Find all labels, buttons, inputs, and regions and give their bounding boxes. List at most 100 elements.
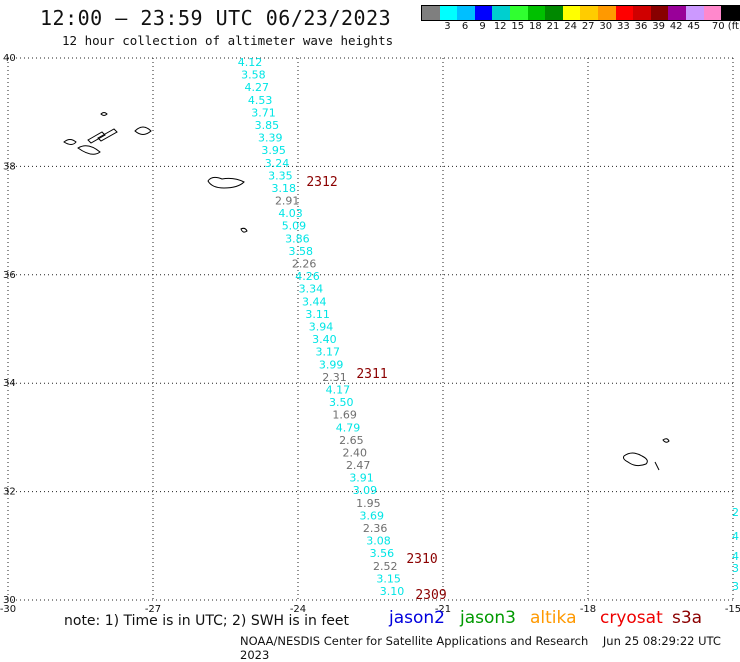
island-outline <box>207 176 245 189</box>
wave-height-label: 3.50 <box>329 396 354 409</box>
color-swatch <box>509 6 528 20</box>
time-label: 2310 <box>406 552 437 567</box>
wave-height-label: 4.12 <box>238 56 263 69</box>
wave-height-label: 4.79 <box>336 421 361 434</box>
wave-height-label: 4.27 <box>245 81 270 94</box>
color-scale-label: 30 <box>599 21 613 32</box>
color-scale-label: 39 <box>652 21 665 32</box>
edge-partial-label: 3 <box>732 580 739 593</box>
time-label: 2309 <box>415 588 446 603</box>
lon-tick-label: -18 <box>580 604 596 615</box>
wave-height-label: 4.26 <box>295 270 320 283</box>
lon-tick-label: -24 <box>290 604 306 615</box>
wave-height-label: 3.34 <box>299 283 324 296</box>
lat-tick-label: 36 <box>3 270 16 281</box>
color-swatch <box>721 6 739 20</box>
lat-tick-label: 30 <box>3 595 16 606</box>
wave-height-label: 3.24 <box>265 157 290 170</box>
grid-lines <box>7 57 734 601</box>
edge-partial-label: 4 <box>732 550 739 563</box>
wave-height-label: 2.36 <box>363 522 388 535</box>
wave-height-label: 3.09 <box>353 484 378 497</box>
satellite-legend-s3a: s3a <box>672 608 703 628</box>
color-scale-label: 70 (ft) <box>711 21 740 32</box>
time-label: 2311 <box>356 367 387 382</box>
wave-height-label: 3.35 <box>268 169 293 182</box>
wave-height-label: 3.39 <box>258 132 283 145</box>
color-scale-label: 6 <box>461 21 469 32</box>
lat-tick-label: 34 <box>3 378 16 389</box>
color-scale-label: 42 <box>669 21 683 32</box>
island-outline <box>63 139 77 145</box>
wave-height-label: 3.99 <box>319 358 344 371</box>
island-outline <box>100 112 108 116</box>
color-scale-label: 3 <box>444 21 451 32</box>
wave-height-label: 3.44 <box>302 295 327 308</box>
color-swatch <box>580 6 598 20</box>
wave-height-label: 2.26 <box>292 258 317 271</box>
wave-height-label: 3.17 <box>316 346 341 359</box>
color-swatch <box>685 6 704 20</box>
island-outline <box>134 126 152 135</box>
color-scale-label: 24 <box>564 21 577 32</box>
color-swatch <box>562 6 581 20</box>
wave-height-label: 1.95 <box>356 497 381 510</box>
color-swatch <box>474 6 493 20</box>
wave-height-label: 2.65 <box>339 434 364 447</box>
color-swatch <box>527 6 546 20</box>
credit-line: NOAA/NESDIS Center for Satellite Applica… <box>240 634 740 662</box>
lat-tick-label: 40 <box>3 53 16 64</box>
lat-tick-label: 32 <box>3 487 16 498</box>
island-outline <box>654 461 660 471</box>
color-swatch <box>457 6 475 20</box>
lon-tick-label: -21 <box>435 604 451 615</box>
color-scale-label: 9 <box>479 21 486 32</box>
island-outline <box>87 131 106 144</box>
credit-text: NOAA/NESDIS Center for Satellite Applica… <box>240 634 589 648</box>
color-scale-label: 45 <box>687 21 701 32</box>
chart-subtitle: 12 hour collection of altimeter wave hei… <box>62 33 394 48</box>
wave-height-label: 3.94 <box>309 321 334 334</box>
lon-tick-label: -27 <box>145 604 161 615</box>
chart-title: 12:00 — 23:59 UTC 06/23/2023 <box>40 6 392 30</box>
color-swatch <box>668 6 686 20</box>
wave-height-label: 3.08 <box>366 535 391 548</box>
color-scale-label: 18 <box>529 21 542 32</box>
color-swatch <box>650 6 669 20</box>
island-outline <box>662 438 670 443</box>
color-scale-label: 15 <box>511 21 525 32</box>
satellite-legend-altika: altika <box>530 608 577 628</box>
color-scale-label: 33 <box>617 21 630 32</box>
wave-height-label: 3.85 <box>255 119 280 132</box>
wave-height-label: 3.15 <box>376 572 401 585</box>
color-swatch <box>492 6 510 20</box>
edge-partial-label: 2 <box>732 506 739 519</box>
edge-partial-label: 3 <box>732 562 739 575</box>
wave-height-label: 3.18 <box>272 182 297 195</box>
edge-partial-label: 4 <box>732 530 739 543</box>
wave-height-label: 2.40 <box>343 446 368 459</box>
coastlines <box>63 112 670 471</box>
wave-height-label: 3.91 <box>349 472 374 485</box>
wave-height-label: 5.09 <box>282 220 307 233</box>
wave-height-label: 4.53 <box>248 94 273 107</box>
wave-height-label: 3.58 <box>241 69 266 82</box>
island-outline <box>240 227 248 233</box>
lat-tick-label: 38 <box>3 161 16 172</box>
color-swatch <box>633 6 651 20</box>
island-outline <box>97 128 118 142</box>
lon-tick-label: -30 <box>0 604 16 615</box>
color-scale-label: 36 <box>634 21 648 32</box>
wave-height-label: 3.11 <box>305 308 330 321</box>
color-swatch <box>422 6 440 20</box>
wave-height-label: 2.31 <box>322 371 347 384</box>
wave-height-label: 3.69 <box>359 509 384 522</box>
color-scale-bar <box>421 5 740 21</box>
wave-height-label: 1.69 <box>332 409 357 422</box>
wave-height-label: 3.10 <box>380 585 405 598</box>
satellite-legend-jason2: jason2 <box>389 608 445 628</box>
footnote: note: 1) Time is in UTC; 2) SWH is in fe… <box>64 613 350 629</box>
